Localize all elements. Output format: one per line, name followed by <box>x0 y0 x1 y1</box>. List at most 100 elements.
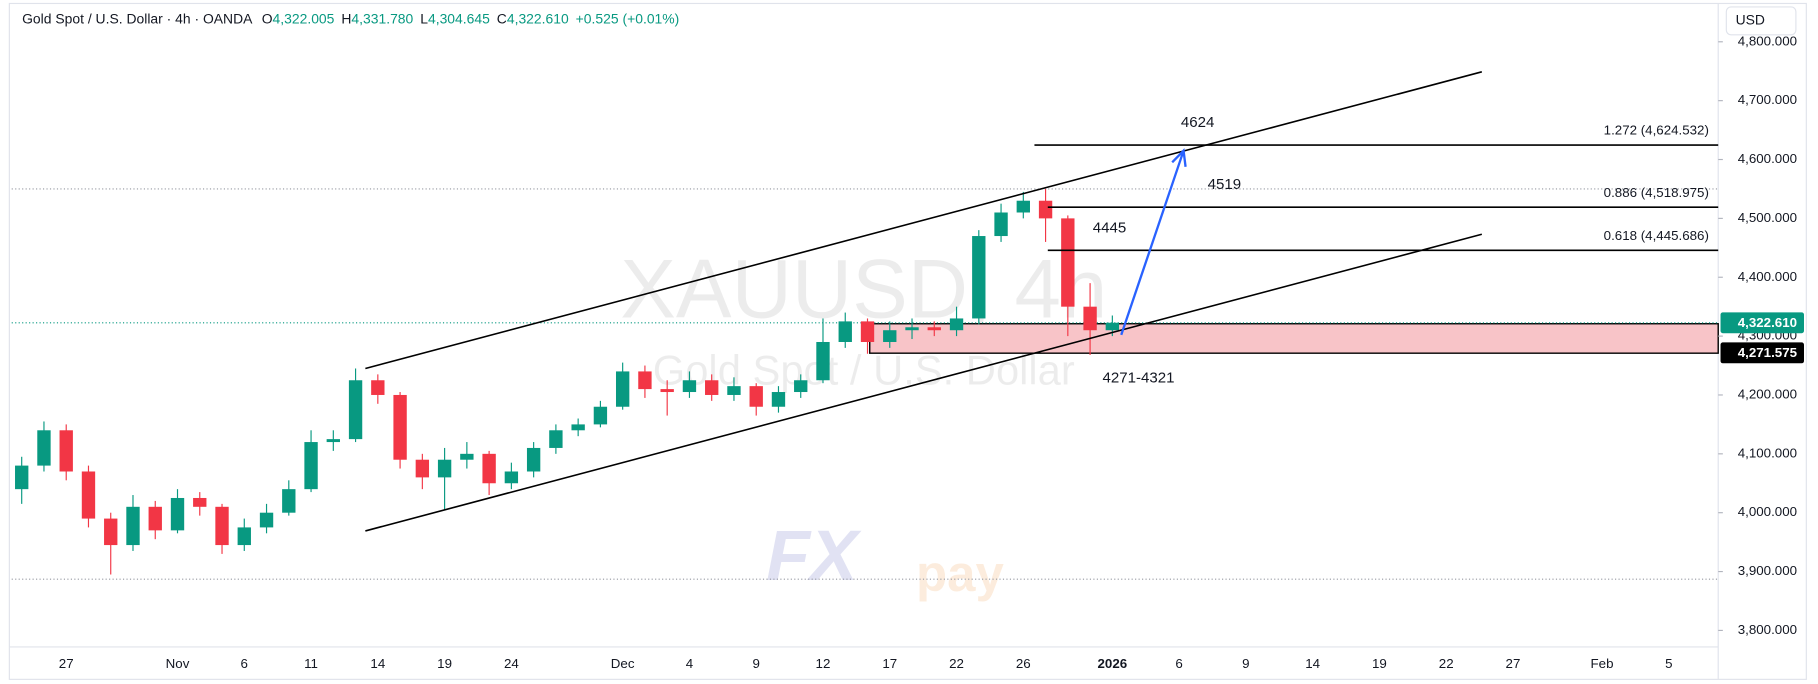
candle-body <box>170 497 185 531</box>
candle-body <box>15 465 29 490</box>
candle-body <box>104 518 118 546</box>
candle-body <box>1105 322 1120 331</box>
candle-body <box>949 318 964 331</box>
candle-body <box>972 236 986 319</box>
candle-body <box>326 439 340 443</box>
x-tick-label: 9 <box>1242 656 1249 671</box>
y-tick-label: 3,900.000 <box>1738 563 1797 578</box>
x-tick-label: 27 <box>1506 656 1521 671</box>
candle-body <box>193 497 207 507</box>
candle-body <box>282 489 296 513</box>
x-tick-label: Feb <box>1591 656 1614 671</box>
header: Gold Spot / U.S. Dollar · 4h · OANDA O4,3… <box>22 10 679 26</box>
y-tick-label: 4,200.000 <box>1738 386 1797 401</box>
x-tick-label: 17 <box>882 656 897 671</box>
field-value: 4,304.645 <box>428 10 490 26</box>
x-tick-label: 14 <box>1305 656 1320 671</box>
watermark-description: Gold Spot / U.S. Dollar <box>653 346 1075 393</box>
candle-body <box>749 386 763 407</box>
level-label: 4445 <box>1093 219 1127 236</box>
change: +0.525 (+0.01%) <box>576 10 680 26</box>
price-tag <box>1720 312 1804 334</box>
arrow-head <box>1171 148 1187 167</box>
x-tick-label: 12 <box>816 656 831 671</box>
candle-body <box>638 371 652 390</box>
candle-body <box>816 341 830 381</box>
candle-body <box>860 321 875 342</box>
field-key: O <box>262 10 273 26</box>
candle-body <box>883 330 897 342</box>
candle-body <box>1083 306 1097 331</box>
candle-body <box>81 471 96 519</box>
candle-body <box>593 406 608 425</box>
y-tick-label: 4,600.000 <box>1738 151 1797 166</box>
candle-body <box>526 447 541 472</box>
candle-body <box>771 392 786 407</box>
y-tick-label: 4,100.000 <box>1738 445 1797 460</box>
candle-body <box>348 380 363 440</box>
arrow <box>1120 150 1185 336</box>
plot-layer: 4271-4321 1.272 (4,624.532) 4624 0.886 (4,5… <box>15 71 1719 575</box>
candle-body <box>994 212 1008 237</box>
x-tick-label: 5 <box>1665 656 1672 671</box>
field-key: C <box>497 10 507 26</box>
x-tick-label: 19 <box>437 656 452 671</box>
fib-label: 0.886 (4,518.975) <box>1604 185 1709 200</box>
candle-body <box>660 389 674 393</box>
field-value: 4,331.780 <box>351 10 413 26</box>
candle-body <box>549 430 563 448</box>
candle-body <box>304 442 318 490</box>
candle-body <box>504 471 519 484</box>
y-tick-label: 3,800.000 <box>1738 622 1797 637</box>
y-tick-label: 4,400.000 <box>1738 269 1797 284</box>
currency-button[interactable] <box>1725 6 1797 36</box>
watermark-symbol: XAUUSD, 4h <box>620 242 1107 336</box>
candle-body <box>905 327 919 331</box>
x-tick-label: Nov <box>166 656 190 671</box>
y-tick-label: 4,700.000 <box>1738 92 1797 107</box>
candle-body <box>148 506 162 531</box>
candle-body <box>1061 218 1075 307</box>
candle-body <box>571 424 585 431</box>
candle-body <box>59 430 73 472</box>
candle-body <box>259 512 274 528</box>
candle-body <box>1038 200 1053 219</box>
candle-body <box>371 380 385 395</box>
field-key: H <box>341 10 351 26</box>
support-zone <box>869 323 1719 354</box>
candle-body <box>682 380 697 393</box>
candle-body <box>126 506 140 546</box>
candle-body <box>794 380 808 393</box>
candle-body <box>727 386 741 395</box>
price-tag-label: 4,322.610 <box>1738 315 1797 330</box>
level-label: 4519 <box>1208 176 1242 193</box>
x-tick-label: 6 <box>241 656 248 671</box>
background-layer: XAUUSD, 4h Gold Spot / U.S. Dollar FX pay <box>11 188 1719 602</box>
x-tick-label: 4 <box>686 656 694 671</box>
y-tick-label: 4,500.000 <box>1738 210 1797 225</box>
field-key: L <box>420 10 428 26</box>
fib-label: 1.272 (4,624.532) <box>1604 123 1709 138</box>
candle-body <box>215 506 229 546</box>
candle-body <box>460 453 474 460</box>
candle-body <box>393 394 407 460</box>
candle-body <box>482 453 496 484</box>
price-tag-label: 4,271.575 <box>1738 345 1798 360</box>
field-value: 4,322.005 <box>273 10 335 26</box>
x-tick-label: 11 <box>304 656 318 671</box>
candle-body <box>1016 200 1030 213</box>
x-tick-label: 26 <box>1016 656 1031 671</box>
y-tick-label: 4,000.000 <box>1738 504 1797 519</box>
x-tick-label: 2026 <box>1098 656 1128 671</box>
currency-label: USD <box>1736 12 1765 28</box>
candle-body <box>615 371 630 407</box>
logo-part: pay <box>916 545 1005 602</box>
x-tick-label: Dec <box>611 656 635 671</box>
level-label: 4624 <box>1181 114 1215 131</box>
candle-body <box>415 459 430 478</box>
x-tick-label: 22 <box>949 656 964 671</box>
price-tag <box>1720 342 1804 364</box>
zone-label: 4271-4321 <box>1103 370 1175 387</box>
fib-label: 0.618 (4,445.686) <box>1604 228 1709 243</box>
